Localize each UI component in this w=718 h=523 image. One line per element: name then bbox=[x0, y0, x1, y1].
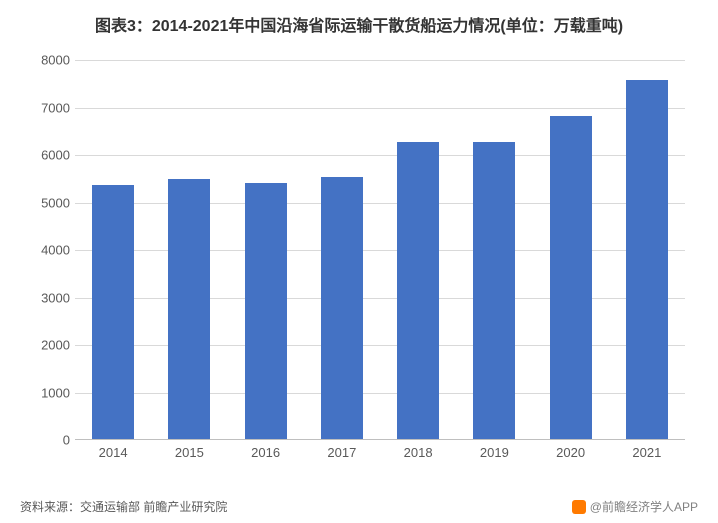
chart-footer: 资料来源：交通运输部 前瞻产业研究院 @前瞻经济学人APP bbox=[20, 498, 698, 515]
y-axis-label: 0 bbox=[20, 433, 70, 448]
x-axis-label: 2015 bbox=[175, 445, 204, 460]
grid-line bbox=[75, 108, 685, 109]
y-axis-label: 3000 bbox=[20, 290, 70, 305]
bar bbox=[550, 116, 592, 439]
y-axis-label: 2000 bbox=[20, 338, 70, 353]
grid-line bbox=[75, 155, 685, 156]
bar bbox=[321, 177, 363, 439]
watermark-text: @前瞻经济学人APP bbox=[590, 498, 698, 515]
grid-line bbox=[75, 393, 685, 394]
y-axis-label: 1000 bbox=[20, 385, 70, 400]
x-axis-label: 2021 bbox=[632, 445, 661, 460]
x-axis-label: 2020 bbox=[556, 445, 585, 460]
x-axis-label: 2018 bbox=[404, 445, 433, 460]
bar bbox=[92, 185, 134, 439]
watermark: @前瞻经济学人APP bbox=[572, 498, 698, 515]
y-axis-label: 5000 bbox=[20, 195, 70, 210]
x-axis-label: 2016 bbox=[251, 445, 280, 460]
grid-line bbox=[75, 203, 685, 204]
y-axis-label: 8000 bbox=[20, 53, 70, 68]
bar bbox=[168, 179, 210, 439]
source-text: 资料来源：交通运输部 前瞻产业研究院 bbox=[20, 498, 227, 515]
grid-line bbox=[75, 60, 685, 61]
grid-line bbox=[75, 345, 685, 346]
y-axis-label: 7000 bbox=[20, 100, 70, 115]
x-axis-label: 2019 bbox=[480, 445, 509, 460]
y-axis-label: 6000 bbox=[20, 148, 70, 163]
bar bbox=[397, 142, 439, 439]
grid-line bbox=[75, 250, 685, 251]
grid-line bbox=[75, 298, 685, 299]
bar bbox=[626, 80, 668, 439]
x-axis-label: 2014 bbox=[99, 445, 128, 460]
y-axis-label: 4000 bbox=[20, 243, 70, 258]
bar bbox=[473, 142, 515, 439]
chart-title: 图表3：2014-2021年中国沿海省际运输干散货船运力情况(单位：万载重吨) bbox=[0, 0, 718, 46]
bar bbox=[245, 183, 287, 439]
watermark-icon bbox=[572, 500, 586, 514]
chart-container: 20142015201620172018201920202021 0100020… bbox=[20, 50, 698, 470]
x-axis-label: 2017 bbox=[327, 445, 356, 460]
plot-area: 20142015201620172018201920202021 bbox=[75, 60, 685, 440]
